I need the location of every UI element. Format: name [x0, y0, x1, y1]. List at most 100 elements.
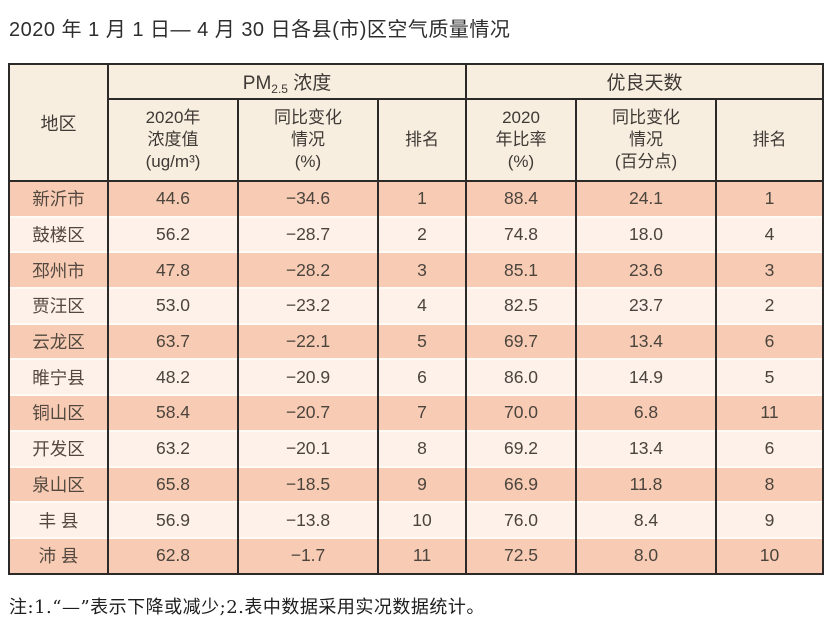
ratio-change-cell: 14.9	[575, 358, 717, 396]
pm25-rank-cell: 4	[377, 287, 467, 324]
table-row: 新沂市 44.6 −34.6 1 88.4 24.1 1	[8, 180, 825, 217]
ratio-rank-cell: 3	[714, 251, 825, 289]
table-row: 泉山区 65.8 −18.5 9 66.9 11.8 8	[8, 465, 825, 503]
ratio-cell: 86.0	[465, 358, 577, 396]
header-line: (ug/m³)	[145, 152, 201, 172]
ratio-rank-cell: 6	[714, 322, 825, 360]
header-pm25-change: 同比变化 情况 (%)	[237, 98, 379, 182]
pm25-rank-cell: 3	[377, 251, 467, 289]
header-group-good-days: 优良天数	[464, 63, 825, 100]
pm25-value-cell: 63.7	[107, 322, 239, 360]
ratio-rank-cell: 5	[714, 358, 825, 396]
pm25-value-cell: 44.6	[107, 180, 239, 217]
header-line: 浓度值	[147, 129, 199, 149]
header-pm25-value: 2020年 浓度值 (ug/m³)	[107, 98, 239, 182]
pm25-change-cell: −20.1	[237, 429, 379, 467]
ratio-cell: 88.4	[465, 180, 577, 217]
ratio-change-cell: 8.0	[575, 536, 717, 574]
ratio-change-cell: 13.4	[575, 322, 717, 360]
table-row: 邳州市 47.8 −28.2 3 85.1 23.6 3	[8, 251, 825, 289]
header-line: 2020	[502, 107, 540, 127]
ratio-rank-cell: 4	[714, 215, 825, 253]
region-cell: 开发区	[8, 429, 109, 467]
region-cell: 睢宁县	[8, 358, 109, 396]
header-line: 2020年	[145, 107, 201, 127]
pm25-rank-cell: 1	[377, 180, 467, 217]
ratio-change-cell: 18.0	[575, 215, 717, 253]
header-line: (%)	[294, 152, 322, 172]
pm25-value-cell: 53.0	[107, 287, 239, 324]
ratio-cell: 69.7	[465, 322, 577, 360]
footnote: 注:1.“—”表示下降或减少;2.表中数据采用实况数据统计。	[9, 596, 485, 618]
pm25-label-suffix: 浓度	[287, 72, 332, 94]
header-line: 年比率	[495, 129, 547, 149]
pm25-rank-cell: 11	[377, 536, 467, 574]
ratio-change-cell: 6.8	[575, 394, 717, 431]
pm25-value-cell: 47.8	[107, 251, 239, 289]
pm25-rank-cell: 10	[377, 501, 467, 538]
pm25-value-cell: 58.4	[107, 394, 239, 431]
pm25-rank-cell: 7	[377, 394, 467, 431]
pm25-rank-cell: 9	[377, 465, 467, 503]
header-ratio-change: 同比变化 情况 (百分点)	[575, 98, 717, 182]
table-row: 铜山区 58.4 −20.7 7 70.0 6.8 11	[8, 394, 825, 431]
pm25-change-cell: −13.8	[237, 501, 379, 538]
pm25-value-cell: 65.8	[107, 465, 239, 503]
header-region: 地区	[8, 63, 109, 182]
ratio-change-cell: 23.6	[575, 251, 717, 289]
ratio-cell: 85.1	[465, 251, 577, 289]
pm25-rank-cell: 6	[377, 358, 467, 396]
ratio-change-cell: 11.8	[575, 465, 717, 503]
pm25-rank-cell: 2	[377, 215, 467, 253]
table-row: 沛 县 62.8 −1.7 11 72.5 8.0 10	[8, 536, 825, 574]
ratio-rank-cell: 1	[714, 180, 825, 217]
region-cell: 贾汪区	[8, 287, 109, 324]
ratio-cell: 82.5	[465, 287, 577, 324]
ratio-rank-cell: 11	[714, 394, 825, 431]
pm25-rank-cell: 8	[377, 429, 467, 467]
sub-header-row: 2020年 浓度值 (ug/m³) 同比变化 情况 (%) 排名 2020 年比…	[9, 98, 825, 182]
region-cell: 丰 县	[8, 501, 109, 538]
header-pm25-rank: 排名	[377, 98, 467, 182]
pm25-label-subscript: 2.5	[271, 81, 288, 96]
header-ratio-rank: 排名	[714, 98, 825, 182]
pm25-rank-cell: 5	[377, 322, 467, 360]
pm25-value-cell: 56.2	[107, 215, 239, 253]
table-row: 云龙区 63.7 −22.1 5 69.7 13.4 6	[8, 322, 825, 360]
ratio-change-cell: 8.4	[575, 501, 717, 538]
header-line: 情况	[291, 129, 325, 149]
pm25-change-cell: −20.7	[237, 394, 379, 431]
region-cell: 新沂市	[8, 180, 109, 217]
ratio-rank-cell: 9	[714, 501, 825, 538]
region-cell: 邳州市	[8, 251, 109, 289]
ratio-rank-cell: 6	[714, 429, 825, 467]
region-cell: 铜山区	[8, 394, 109, 431]
pm25-value-cell: 56.9	[107, 501, 239, 538]
region-cell: 鼓楼区	[8, 215, 109, 253]
table-row: 睢宁县 48.2 −20.9 6 86.0 14.9 5	[8, 358, 825, 396]
header-group-pm25: PM2.5 浓度	[107, 63, 467, 100]
table-row: 开发区 63.2 −20.1 8 69.2 13.4 6	[8, 429, 825, 467]
header-line: 排名	[405, 129, 439, 149]
table-row: 贾汪区 53.0 −23.2 4 82.5 23.7 2	[8, 287, 825, 324]
table-row: 丰 县 56.9 −13.8 10 76.0 8.4 9	[8, 501, 825, 538]
header-ratio: 2020 年比率 (%)	[465, 98, 577, 182]
ratio-change-cell: 13.4	[575, 429, 717, 467]
ratio-cell: 69.2	[465, 429, 577, 467]
region-cell: 云龙区	[8, 322, 109, 360]
page-title: 2020 年 1 月 1 日— 4 月 30 日各县(市)区空气质量情况	[9, 19, 511, 41]
ratio-cell: 66.9	[465, 465, 577, 503]
pm25-change-cell: −1.7	[237, 536, 379, 574]
ratio-rank-cell: 2	[714, 287, 825, 324]
header-line: 排名	[752, 129, 787, 149]
header-line: (百分点)	[614, 152, 678, 172]
ratio-rank-cell: 10	[714, 536, 825, 574]
header-line: 同比变化	[274, 107, 342, 127]
pm25-change-cell: −18.5	[237, 465, 379, 503]
region-cell: 泉山区	[8, 465, 109, 503]
pm25-change-cell: −28.2	[237, 251, 379, 289]
header-line: 情况	[629, 129, 663, 149]
ratio-rank-cell: 8	[714, 465, 825, 503]
ratio-change-cell: 24.1	[575, 180, 717, 217]
